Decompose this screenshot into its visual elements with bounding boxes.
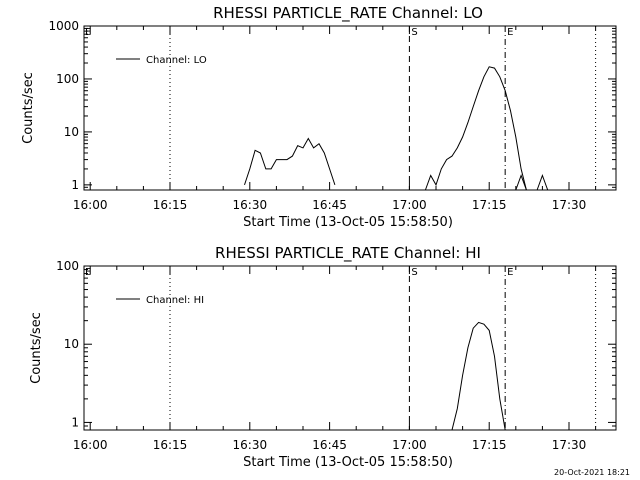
y-tick-label: 10 [64,337,79,351]
x-axis-label: Start Time (13-Oct-05 15:58:50) [243,455,453,470]
series-line-segment [515,174,527,191]
legend-label: Channel: LO [146,55,207,66]
x-tick-label: 16:30 [233,438,268,452]
time-marker-label: E [507,267,513,278]
series-line-segment [451,321,506,431]
legend-label: Channel: HI [146,295,204,306]
y-tick-label: 100 [56,72,79,86]
x-tick-label: 17:15 [472,198,507,212]
x-tick-label: 17:30 [552,438,587,452]
plot-frame [83,25,617,191]
y-tick-label: 1 [71,415,79,429]
time-marker-label: S [411,267,417,278]
x-tick-label: 17:30 [552,198,587,212]
series-line-segment [536,174,549,191]
x-tick-label: 17:00 [392,198,427,212]
corner-marker-label: E [85,267,91,278]
plot-frame [83,265,617,431]
x-tick-label: 16:15 [153,438,188,452]
y-tick-label: 1 [71,178,79,192]
chart-panel-2: RHESSI PARTICLE_RATE Channel: HI 16:00 16:… [29,244,617,470]
y-tick-label: 100 [56,259,79,273]
time-marker-label: E [507,27,513,38]
chart-panel-1: RHESSI PARTICLE_RATE Channel: LO 16:00 16:… [21,4,617,230]
series-line-segment [424,66,527,191]
x-tick-label: 16:15 [153,198,188,212]
plot-timestamp: 20-Oct-2021 18:21 [554,468,630,477]
x-tick-label: 16:00 [73,198,108,212]
corner-marker-label: E [85,27,91,38]
time-marker-label: S [411,27,417,38]
x-tick-label: 16:45 [312,198,347,212]
y-axis-label: Counts/sec [21,72,36,144]
y-tick-label: 10 [64,125,79,139]
x-tick-label: 16:45 [312,438,347,452]
chart-title: RHESSI PARTICLE_RATE Channel: LO [213,4,483,23]
series-line-segment [244,137,336,186]
y-axis-label: Counts/sec [29,312,44,384]
chart-title: RHESSI PARTICLE_RATE Channel: HI [215,244,481,263]
x-tick-label: 17:15 [472,438,507,452]
x-axis-label: Start Time (13-Oct-05 15:58:50) [243,215,453,230]
x-tick-label: 16:00 [73,438,108,452]
y-tick-label: 1000 [48,19,79,33]
x-tick-label: 17:00 [392,438,427,452]
x-tick-label: 16:30 [233,198,268,212]
